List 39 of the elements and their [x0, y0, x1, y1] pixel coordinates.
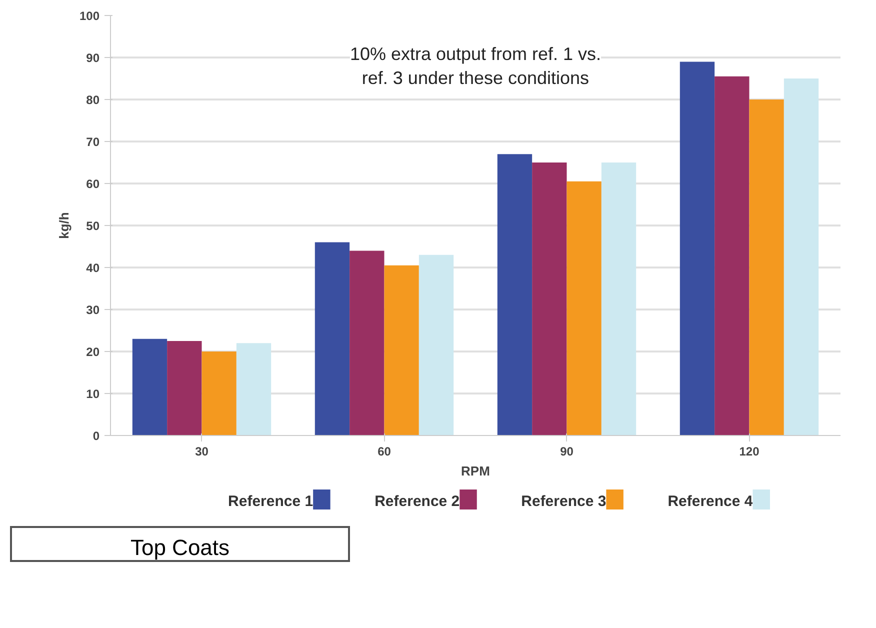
y-tick-label: 10: [86, 387, 100, 401]
bar: [714, 76, 750, 436]
legend-label: Reference 4: [668, 493, 754, 510]
legend-label: Reference 1: [228, 493, 314, 510]
bar: [418, 254, 454, 436]
bar: [749, 100, 784, 436]
bar: [784, 78, 819, 436]
y-tick-label: 40: [86, 261, 100, 275]
bar: [132, 338, 168, 436]
y-tick-label: 80: [86, 93, 100, 107]
y-tick-label: 90: [86, 51, 100, 65]
x-tick-label: 30: [195, 444, 209, 458]
x-tick-label: 60: [378, 444, 392, 458]
bar: [350, 250, 384, 436]
bar: [566, 181, 602, 436]
bar: [601, 162, 636, 436]
bar: [236, 343, 272, 436]
x-tick-label: 90: [560, 444, 574, 458]
x-axis-title: RPM: [461, 464, 490, 478]
y-axis-title: kg/h: [56, 212, 72, 239]
legend-label: Reference 2: [374, 493, 460, 510]
bar: [167, 341, 202, 436]
bar: [314, 242, 350, 436]
y-tick-label: 70: [86, 135, 100, 149]
bar: [202, 352, 236, 436]
legend-label: Reference 3: [521, 493, 606, 510]
x-tick-label: 120: [739, 444, 760, 458]
text: Top Coats: [130, 534, 230, 562]
bar: [497, 154, 532, 436]
y-tick-label: 60: [86, 177, 100, 191]
bar: [384, 265, 419, 436]
annotation: 10% extra output from ref. 1 vs. ref. 3 under these conditions: [350, 44, 602, 88]
y-tick-label: 100: [79, 9, 100, 23]
y-tick-label: 0: [92, 429, 100, 443]
bar: [532, 162, 567, 436]
y-tick-label: 50: [86, 219, 100, 233]
y-tick-label: 30: [86, 303, 100, 317]
y-tick-label: 20: [86, 345, 100, 359]
bar: [680, 62, 715, 436]
